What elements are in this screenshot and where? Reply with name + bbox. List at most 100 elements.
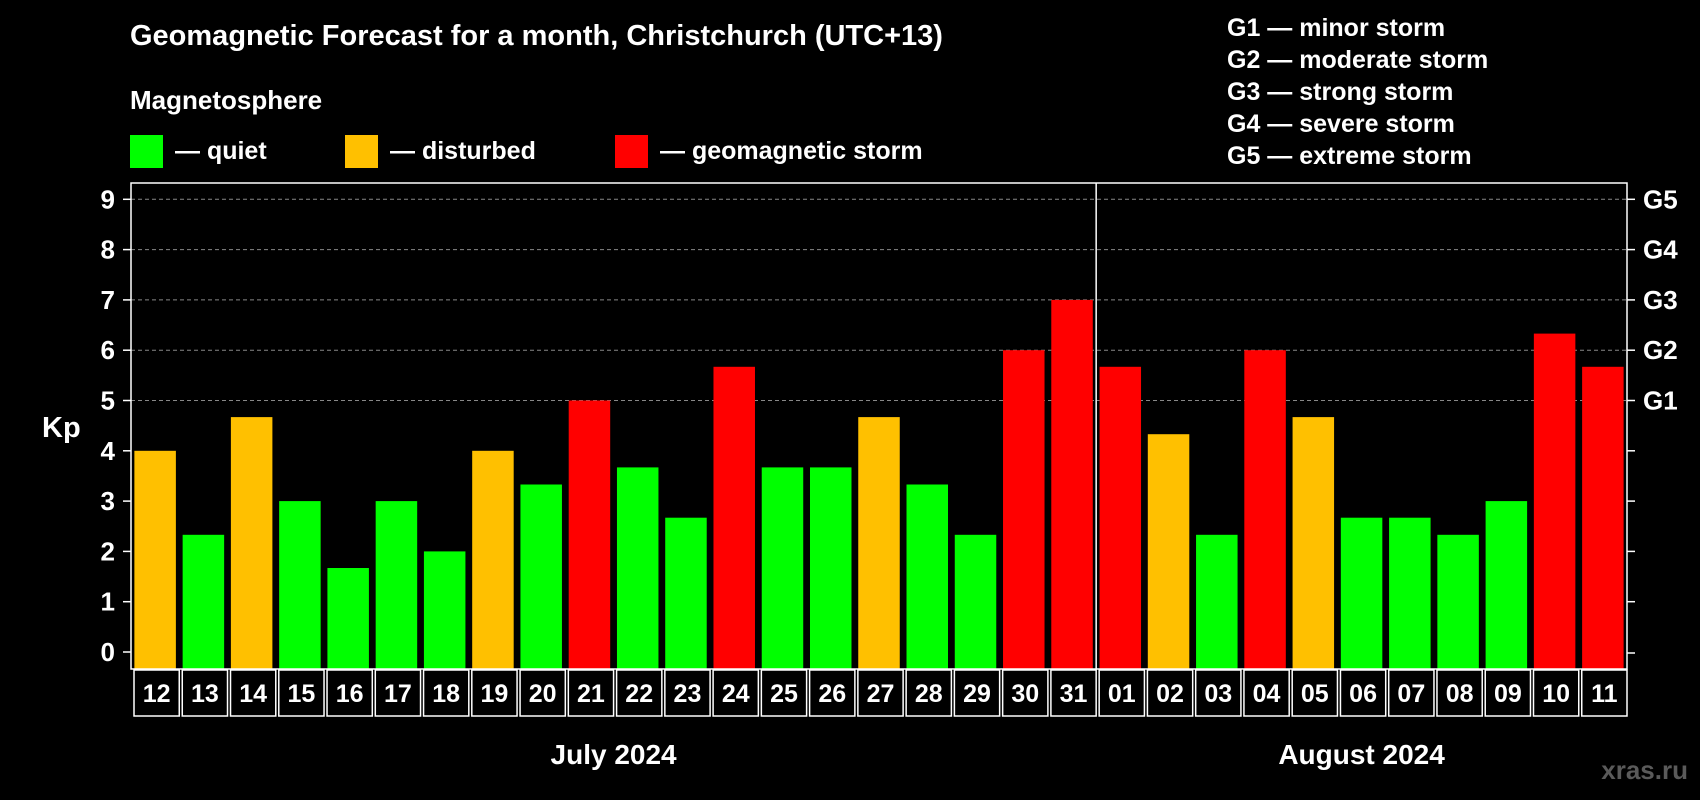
bar bbox=[906, 484, 949, 669]
bar bbox=[520, 484, 562, 669]
legend-label-storm: — geomagnetic storm bbox=[660, 136, 923, 165]
watermark: xras.ru bbox=[1601, 755, 1688, 785]
day-label-box bbox=[1291, 669, 1339, 717]
chart-title: Geomagnetic Forecast for a month, Christ… bbox=[130, 20, 943, 52]
day-label-box bbox=[471, 669, 518, 717]
day-label-box bbox=[1339, 669, 1387, 717]
y-tick-label: 4 bbox=[101, 436, 116, 466]
bar bbox=[1051, 299, 1093, 669]
bar bbox=[1437, 534, 1479, 669]
g-scale-legend-g5: G5 — extreme storm bbox=[1227, 142, 1472, 170]
g-scale-legend-g4: G4 — severe storm bbox=[1227, 110, 1455, 138]
bar bbox=[1196, 534, 1238, 669]
day-label-box bbox=[1436, 669, 1483, 717]
day-label: 02 bbox=[1156, 680, 1184, 708]
month-label: August 2024 bbox=[1278, 739, 1445, 770]
day-label: 31 bbox=[1060, 680, 1088, 708]
bar bbox=[713, 366, 755, 669]
bar bbox=[858, 417, 900, 669]
legend-heading: Magnetosphere bbox=[130, 85, 323, 115]
g-scale-legend-g3: G3 — strong storm bbox=[1227, 78, 1454, 106]
bar bbox=[472, 450, 514, 669]
bar bbox=[809, 467, 852, 669]
day-label: 08 bbox=[1446, 680, 1474, 708]
day-label-box bbox=[1098, 669, 1146, 717]
bar bbox=[954, 534, 997, 669]
bar bbox=[665, 517, 707, 669]
day-label-box bbox=[1532, 669, 1580, 717]
day-label-box bbox=[567, 669, 615, 717]
day-label: 06 bbox=[1349, 680, 1377, 708]
y-tick-label: 8 bbox=[101, 235, 115, 265]
month-label: July 2024 bbox=[551, 739, 678, 770]
y-tick-label: 9 bbox=[101, 184, 115, 214]
bar bbox=[1147, 434, 1190, 669]
day-label: 09 bbox=[1494, 680, 1522, 708]
legend-item-storm: — geomagnetic storm bbox=[615, 134, 923, 168]
day-label-box bbox=[808, 669, 856, 717]
day-label-box bbox=[953, 669, 1001, 717]
day-label: 17 bbox=[384, 680, 412, 708]
day-label-box bbox=[760, 669, 808, 717]
g-level-label: G3 bbox=[1643, 285, 1678, 315]
y-tick-label: 6 bbox=[101, 335, 115, 365]
bar bbox=[1292, 417, 1335, 669]
legend-swatch-storm bbox=[615, 134, 648, 168]
day-label-box bbox=[422, 669, 470, 717]
bar bbox=[616, 467, 659, 669]
y-tick-label: 7 bbox=[101, 285, 115, 315]
g-scale-legend-g1: G1 — minor storm bbox=[1227, 14, 1446, 42]
day-label-box bbox=[229, 669, 277, 717]
day-label-box bbox=[1050, 669, 1097, 717]
day-label: 05 bbox=[1301, 680, 1329, 708]
day-label: 21 bbox=[577, 680, 605, 708]
bar bbox=[761, 467, 804, 669]
bar bbox=[1389, 517, 1431, 669]
bar bbox=[1244, 350, 1286, 669]
y-tick-label: 3 bbox=[101, 486, 115, 516]
day-label-box bbox=[326, 669, 374, 717]
bar bbox=[327, 567, 369, 669]
day-label: 24 bbox=[722, 680, 750, 708]
day-label: 29 bbox=[963, 680, 991, 708]
bar bbox=[1582, 366, 1624, 669]
day-label-box bbox=[1580, 669, 1628, 717]
bar bbox=[375, 501, 418, 669]
day-label: 14 bbox=[239, 680, 267, 708]
day-label-box bbox=[1001, 669, 1049, 717]
day-label-box bbox=[857, 669, 904, 717]
g-level-label: G4 bbox=[1643, 235, 1678, 265]
day-label-box bbox=[615, 669, 663, 717]
day-label-box bbox=[519, 669, 567, 717]
day-label: 30 bbox=[1011, 680, 1039, 708]
day-label: 07 bbox=[1397, 680, 1425, 708]
bar bbox=[279, 501, 321, 669]
legend-swatch-disturbed bbox=[345, 134, 378, 168]
bar bbox=[1003, 350, 1045, 669]
day-label: 03 bbox=[1204, 680, 1232, 708]
bar bbox=[1485, 501, 1528, 669]
bar bbox=[134, 450, 176, 669]
plot-frame bbox=[130, 182, 1628, 670]
day-label: 01 bbox=[1108, 680, 1136, 708]
day-label-box bbox=[1484, 669, 1532, 717]
day-label: 16 bbox=[336, 680, 364, 708]
g-level-label: G2 bbox=[1643, 335, 1678, 365]
g-level-label: G1 bbox=[1643, 386, 1678, 416]
day-label: 19 bbox=[481, 680, 509, 708]
bar bbox=[568, 400, 611, 669]
day-label-box bbox=[664, 669, 711, 717]
day-label-box bbox=[1194, 669, 1242, 717]
day-label: 11 bbox=[1591, 680, 1618, 708]
day-label-box bbox=[905, 669, 953, 717]
day-label-box bbox=[1146, 669, 1194, 717]
y-tick-label: 2 bbox=[101, 536, 115, 566]
bar bbox=[182, 534, 225, 669]
bar bbox=[423, 551, 466, 669]
bar bbox=[1099, 366, 1142, 669]
day-label-box bbox=[1387, 669, 1435, 717]
legend-swatch-quiet bbox=[130, 134, 163, 168]
day-label: 26 bbox=[818, 680, 846, 708]
day-label: 27 bbox=[867, 680, 895, 708]
